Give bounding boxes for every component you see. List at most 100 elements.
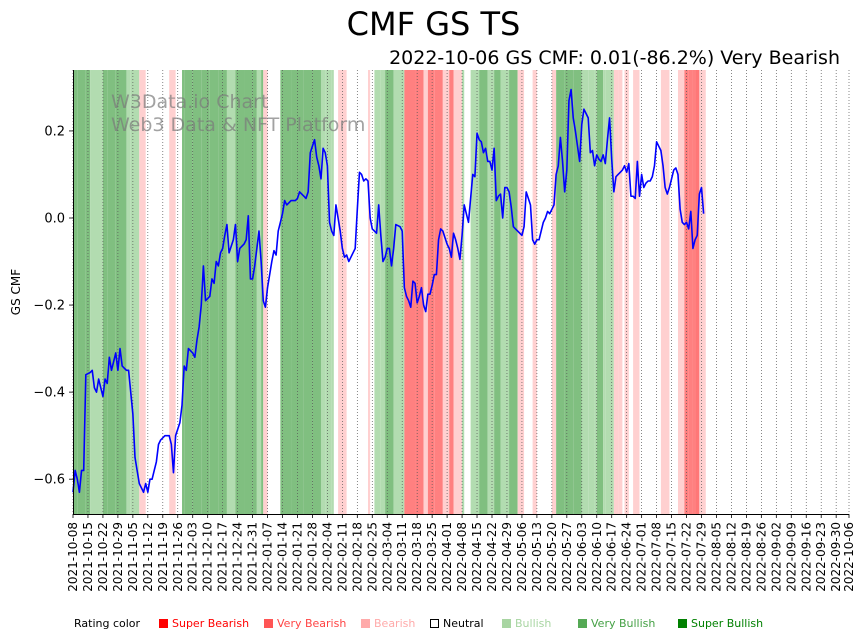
rating-band-bearish <box>532 70 537 514</box>
rating-band-very-bullish <box>115 70 127 514</box>
legend-item-very-bullish: Very Bullish <box>578 617 655 631</box>
rating-band-bullish <box>500 70 510 514</box>
rating-band-very-bullish <box>385 70 394 514</box>
x-tick-label: 2022-04-01 <box>440 522 454 592</box>
watermark: W3Data.io Chart Web3 Data & NFT Platform <box>111 91 365 136</box>
legend-label-bullish: Bullish <box>515 617 552 630</box>
rating-band-bullish <box>320 70 326 514</box>
x-tick-label: 2022-08-26 <box>754 522 768 592</box>
legend-swatch-super-bullish <box>678 619 687 628</box>
x-tick-label: 2022-01-21 <box>290 522 304 592</box>
y-tick-label: −0.2 <box>33 299 65 314</box>
rating-band-very-bullish <box>573 70 582 514</box>
legend-swatch-very-bearish <box>264 619 273 628</box>
y-axis-ticks: −0.6 −0.4 −0.2 0.0 0.2 <box>33 124 73 488</box>
x-tick-label: 2021-11-12 <box>141 522 155 592</box>
x-tick-label: 2022-09-09 <box>784 522 798 592</box>
chart-title: CMF GS TS <box>346 5 521 43</box>
x-tick-label: 2021-10-15 <box>81 522 95 592</box>
x-tick-label: 2022-06-03 <box>575 522 589 592</box>
y-tick-label: −0.6 <box>33 473 65 488</box>
x-tick-label: 2021-12-10 <box>201 522 215 592</box>
rating-band-bullish <box>603 70 606 514</box>
rating-band-bullish <box>126 70 131 514</box>
legend-label-bearish: Bearish <box>374 617 416 630</box>
legend-swatch-neutral <box>430 619 439 628</box>
rating-band-bullish <box>487 70 495 514</box>
legend-swatch-bullish <box>502 619 511 628</box>
rating-band-bullish <box>226 70 236 514</box>
legend-item-bearish: Bearish <box>361 617 415 631</box>
legend-label-super-bearish: Super Bearish <box>172 617 250 630</box>
x-tick-label: 2021-12-17 <box>216 522 230 592</box>
x-tick-label: 2021-11-19 <box>156 522 170 592</box>
legend-item-very-bearish: Very Bearish <box>264 617 346 631</box>
x-tick-label: 2022-08-12 <box>724 522 738 592</box>
rating-band-bullish <box>374 70 381 514</box>
x-tick-label: 2022-05-06 <box>515 522 529 592</box>
rating-band-very-bearish <box>688 70 693 514</box>
legend-swatch-very-bullish <box>578 619 587 628</box>
x-tick-label: 2022-05-27 <box>560 522 574 592</box>
x-tick-label: 2022-10-06 <box>842 522 856 592</box>
rating-band-very-bullish <box>303 70 313 514</box>
legend-item-super-bearish: Super Bearish <box>159 617 249 631</box>
x-tick-label: 2022-03-04 <box>380 522 394 592</box>
x-tick-label: 2021-11-26 <box>171 522 185 592</box>
rating-band-very-bullish <box>77 70 86 514</box>
rating-band-bullish <box>256 70 262 514</box>
legend-label-very-bullish: Very Bullish <box>591 617 656 630</box>
y-axis-label: GS CMF <box>9 269 23 315</box>
rating-band-very-bullish <box>494 70 501 514</box>
rating-band-bearish <box>442 70 450 514</box>
x-tick-label: 2022-03-18 <box>410 522 424 592</box>
rating-band-very-bullish <box>509 70 518 514</box>
x-tick-label: 2022-07-29 <box>695 522 709 592</box>
rating-band-very-bullish <box>312 70 321 514</box>
rating-band-very-bullish <box>102 70 108 514</box>
rating-band-bearish <box>660 70 670 514</box>
y-tick-label: 0.2 <box>44 124 65 139</box>
rating-band-very-bullish <box>184 70 193 514</box>
rating-band-bullish <box>462 70 465 514</box>
rating-band-very-bearish <box>434 70 443 514</box>
x-tick-label: 2022-01-07 <box>261 522 275 592</box>
rating-band-very-bearish <box>692 70 696 514</box>
legend-swatch-super-bearish <box>159 619 168 628</box>
legend-item-bullish: Bullish <box>502 617 551 631</box>
rating-band-very-bullish <box>479 70 488 514</box>
rating-band-very-bullish <box>280 70 292 514</box>
x-tick-label: 2022-08-05 <box>709 522 723 592</box>
x-tick-label: 2021-12-31 <box>246 522 260 592</box>
rating-band-bullish <box>393 70 405 514</box>
x-tick-label: 2022-05-13 <box>530 522 544 592</box>
rating-band-very-bullish <box>73 70 78 514</box>
rating-band-bearish <box>453 70 463 514</box>
x-tick-label: 2022-06-24 <box>620 522 634 592</box>
watermark-line-1: W3Data.io Chart <box>111 91 268 113</box>
y-tick-label: −0.4 <box>33 386 65 401</box>
x-tick-label: 2022-09-30 <box>829 522 843 592</box>
rating-band-neutral <box>154 70 163 514</box>
legend-label-super-bullish: Super Bullish <box>691 617 764 630</box>
legend-item-neutral: Neutral <box>430 617 484 631</box>
x-tick-label: 2022-08-19 <box>739 522 753 592</box>
rating-band-super-bearish <box>695 70 700 514</box>
x-tick-label: 2022-01-28 <box>305 522 319 592</box>
legend-item-super-bullish: Super Bullish <box>678 617 763 631</box>
x-tick-label: 2021-10-22 <box>96 522 110 592</box>
x-tick-label: 2022-03-11 <box>395 522 409 592</box>
x-tick-label: 2022-07-01 <box>635 522 649 592</box>
x-tick-label: 2022-09-16 <box>799 522 813 592</box>
x-tick-label: 2022-07-08 <box>650 522 664 592</box>
rating-band-bullish <box>380 70 386 514</box>
legend-label-very-bearish: Very Bearish <box>277 617 347 630</box>
rating-band-very-bearish <box>415 70 424 514</box>
x-tick-label: 2022-04-22 <box>485 522 499 592</box>
rating-band-bullish <box>331 70 334 514</box>
rating-band-bearish <box>633 70 640 514</box>
x-tick-label: 2022-03-25 <box>425 522 439 592</box>
rating-band-bearish <box>517 70 525 514</box>
rating-band-very-bullish <box>107 70 116 514</box>
